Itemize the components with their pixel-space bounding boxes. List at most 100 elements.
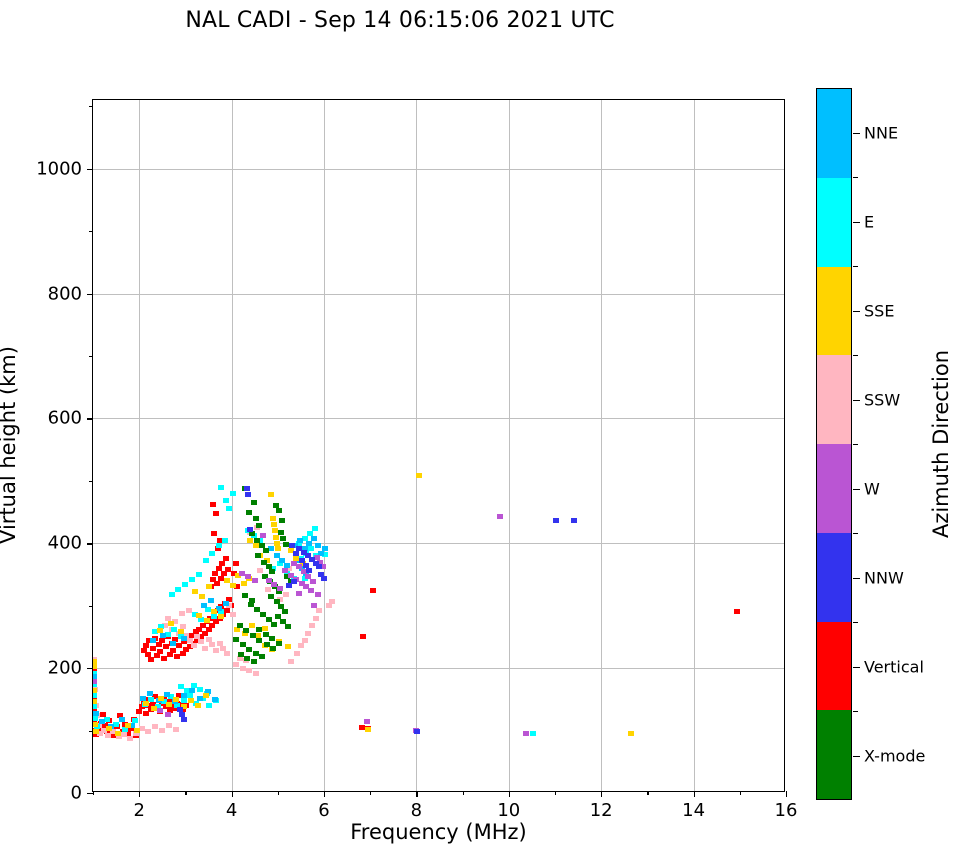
colorbar-boundary-tick — [853, 266, 858, 268]
y-tick-major — [87, 543, 93, 545]
data-point-vertical — [157, 649, 164, 655]
data-point-e — [284, 570, 291, 576]
data-point-nne — [208, 598, 215, 604]
data-point-w — [298, 580, 305, 586]
data-point-sse — [218, 614, 225, 620]
data-point-e — [204, 606, 211, 612]
y-tick-label: 200 — [47, 657, 82, 679]
y-tick-major — [87, 293, 93, 295]
data-point-sse — [271, 522, 278, 528]
data-point-x-mode — [268, 594, 275, 600]
data-point-x-mode — [283, 542, 290, 548]
data-point-sse — [202, 693, 209, 699]
data-point-e — [93, 693, 97, 699]
data-point-ssw — [164, 615, 171, 621]
data-point-sse — [223, 578, 230, 584]
data-point-e — [191, 611, 198, 617]
data-point-vertical — [369, 587, 376, 593]
data-point-vertical — [170, 648, 177, 654]
data-point-x-mode — [262, 631, 269, 637]
data-point-x-mode — [259, 654, 266, 660]
data-point-x-mode — [256, 626, 263, 632]
data-point-w — [497, 513, 504, 519]
data-point-ssw — [161, 623, 168, 629]
x-tick-minor — [647, 791, 649, 795]
colorbar-label-vertical: Vertical — [864, 657, 924, 676]
y-tick-label: 800 — [47, 283, 82, 305]
x-tick-label: 6 — [318, 800, 330, 821]
data-point-e — [189, 576, 196, 582]
data-point-nne — [118, 716, 125, 722]
data-point-w — [308, 588, 315, 594]
data-point-nne — [292, 543, 299, 549]
data-point-x-mode — [265, 564, 272, 570]
data-point-e — [182, 581, 189, 587]
data-point-sse — [206, 584, 213, 590]
data-point-x-mode — [246, 646, 253, 652]
data-point-sse — [203, 618, 210, 624]
data-point-w — [305, 574, 312, 580]
data-point-vertical — [216, 538, 223, 544]
data-point-vertical — [209, 623, 216, 629]
data-point-x-mode — [280, 535, 287, 541]
data-point-nnw — [293, 550, 300, 556]
data-point-e — [307, 530, 314, 536]
data-point-vertical — [210, 502, 217, 508]
data-point-sse — [199, 594, 206, 600]
data-point-vertical — [183, 646, 190, 652]
data-point-sse — [235, 573, 242, 579]
data-point-sse — [261, 625, 268, 631]
x-tick-major — [693, 791, 695, 797]
data-point-vertical — [217, 575, 224, 581]
data-point-nnw — [321, 575, 327, 581]
data-point-ssw — [305, 630, 312, 636]
data-point-nnw — [552, 517, 559, 523]
data-point-w — [320, 564, 327, 570]
data-point-nnw — [302, 563, 309, 569]
data-point-ssw — [252, 670, 259, 676]
data-point-vertical — [166, 708, 173, 714]
data-point-nnw — [306, 568, 313, 574]
data-point-vertical — [219, 560, 226, 566]
data-point-w — [276, 585, 283, 591]
data-point-x-mode — [248, 530, 255, 536]
data-point-sse — [272, 528, 279, 534]
x-tick-major — [508, 791, 511, 797]
data-point-e — [218, 484, 225, 490]
colorbar-boundary-tick — [853, 444, 858, 446]
x-tick-minor — [277, 791, 279, 795]
colorbar-segment-e — [817, 177, 851, 267]
data-point-vertical — [136, 709, 143, 715]
data-point-nnw — [308, 557, 315, 562]
data-point-sse — [284, 644, 291, 650]
x-tick-major — [786, 791, 788, 797]
data-point-sse — [364, 726, 371, 732]
data-point-ssw — [236, 655, 243, 661]
data-point-ssw — [178, 610, 185, 616]
data-point-w — [296, 564, 303, 570]
data-point-vertical — [150, 701, 157, 707]
gridline-horizontal — [93, 543, 784, 545]
data-point-sse — [180, 704, 187, 710]
colorbar-boundary-tick — [853, 622, 858, 624]
data-point-nne — [163, 691, 170, 697]
data-point-e — [148, 696, 155, 702]
data-point-e — [184, 688, 191, 694]
data-point-sse — [287, 548, 294, 554]
data-point-ssw — [97, 730, 104, 736]
data-point-sse — [93, 688, 97, 694]
data-point-e — [167, 694, 174, 700]
data-point-nnw — [245, 492, 252, 498]
data-point-w — [265, 578, 272, 584]
data-point-e — [187, 693, 194, 699]
data-point-sse — [115, 730, 122, 736]
data-point-x-mode — [254, 538, 261, 544]
data-point-vertical — [100, 711, 107, 717]
data-point-nnw — [176, 706, 183, 712]
y-tick-major — [87, 168, 93, 170]
data-point-vertical — [192, 629, 199, 635]
data-point-vertical — [142, 643, 149, 649]
data-point-ssw — [226, 603, 233, 609]
data-point-w — [310, 603, 317, 609]
data-point-w — [251, 578, 258, 584]
